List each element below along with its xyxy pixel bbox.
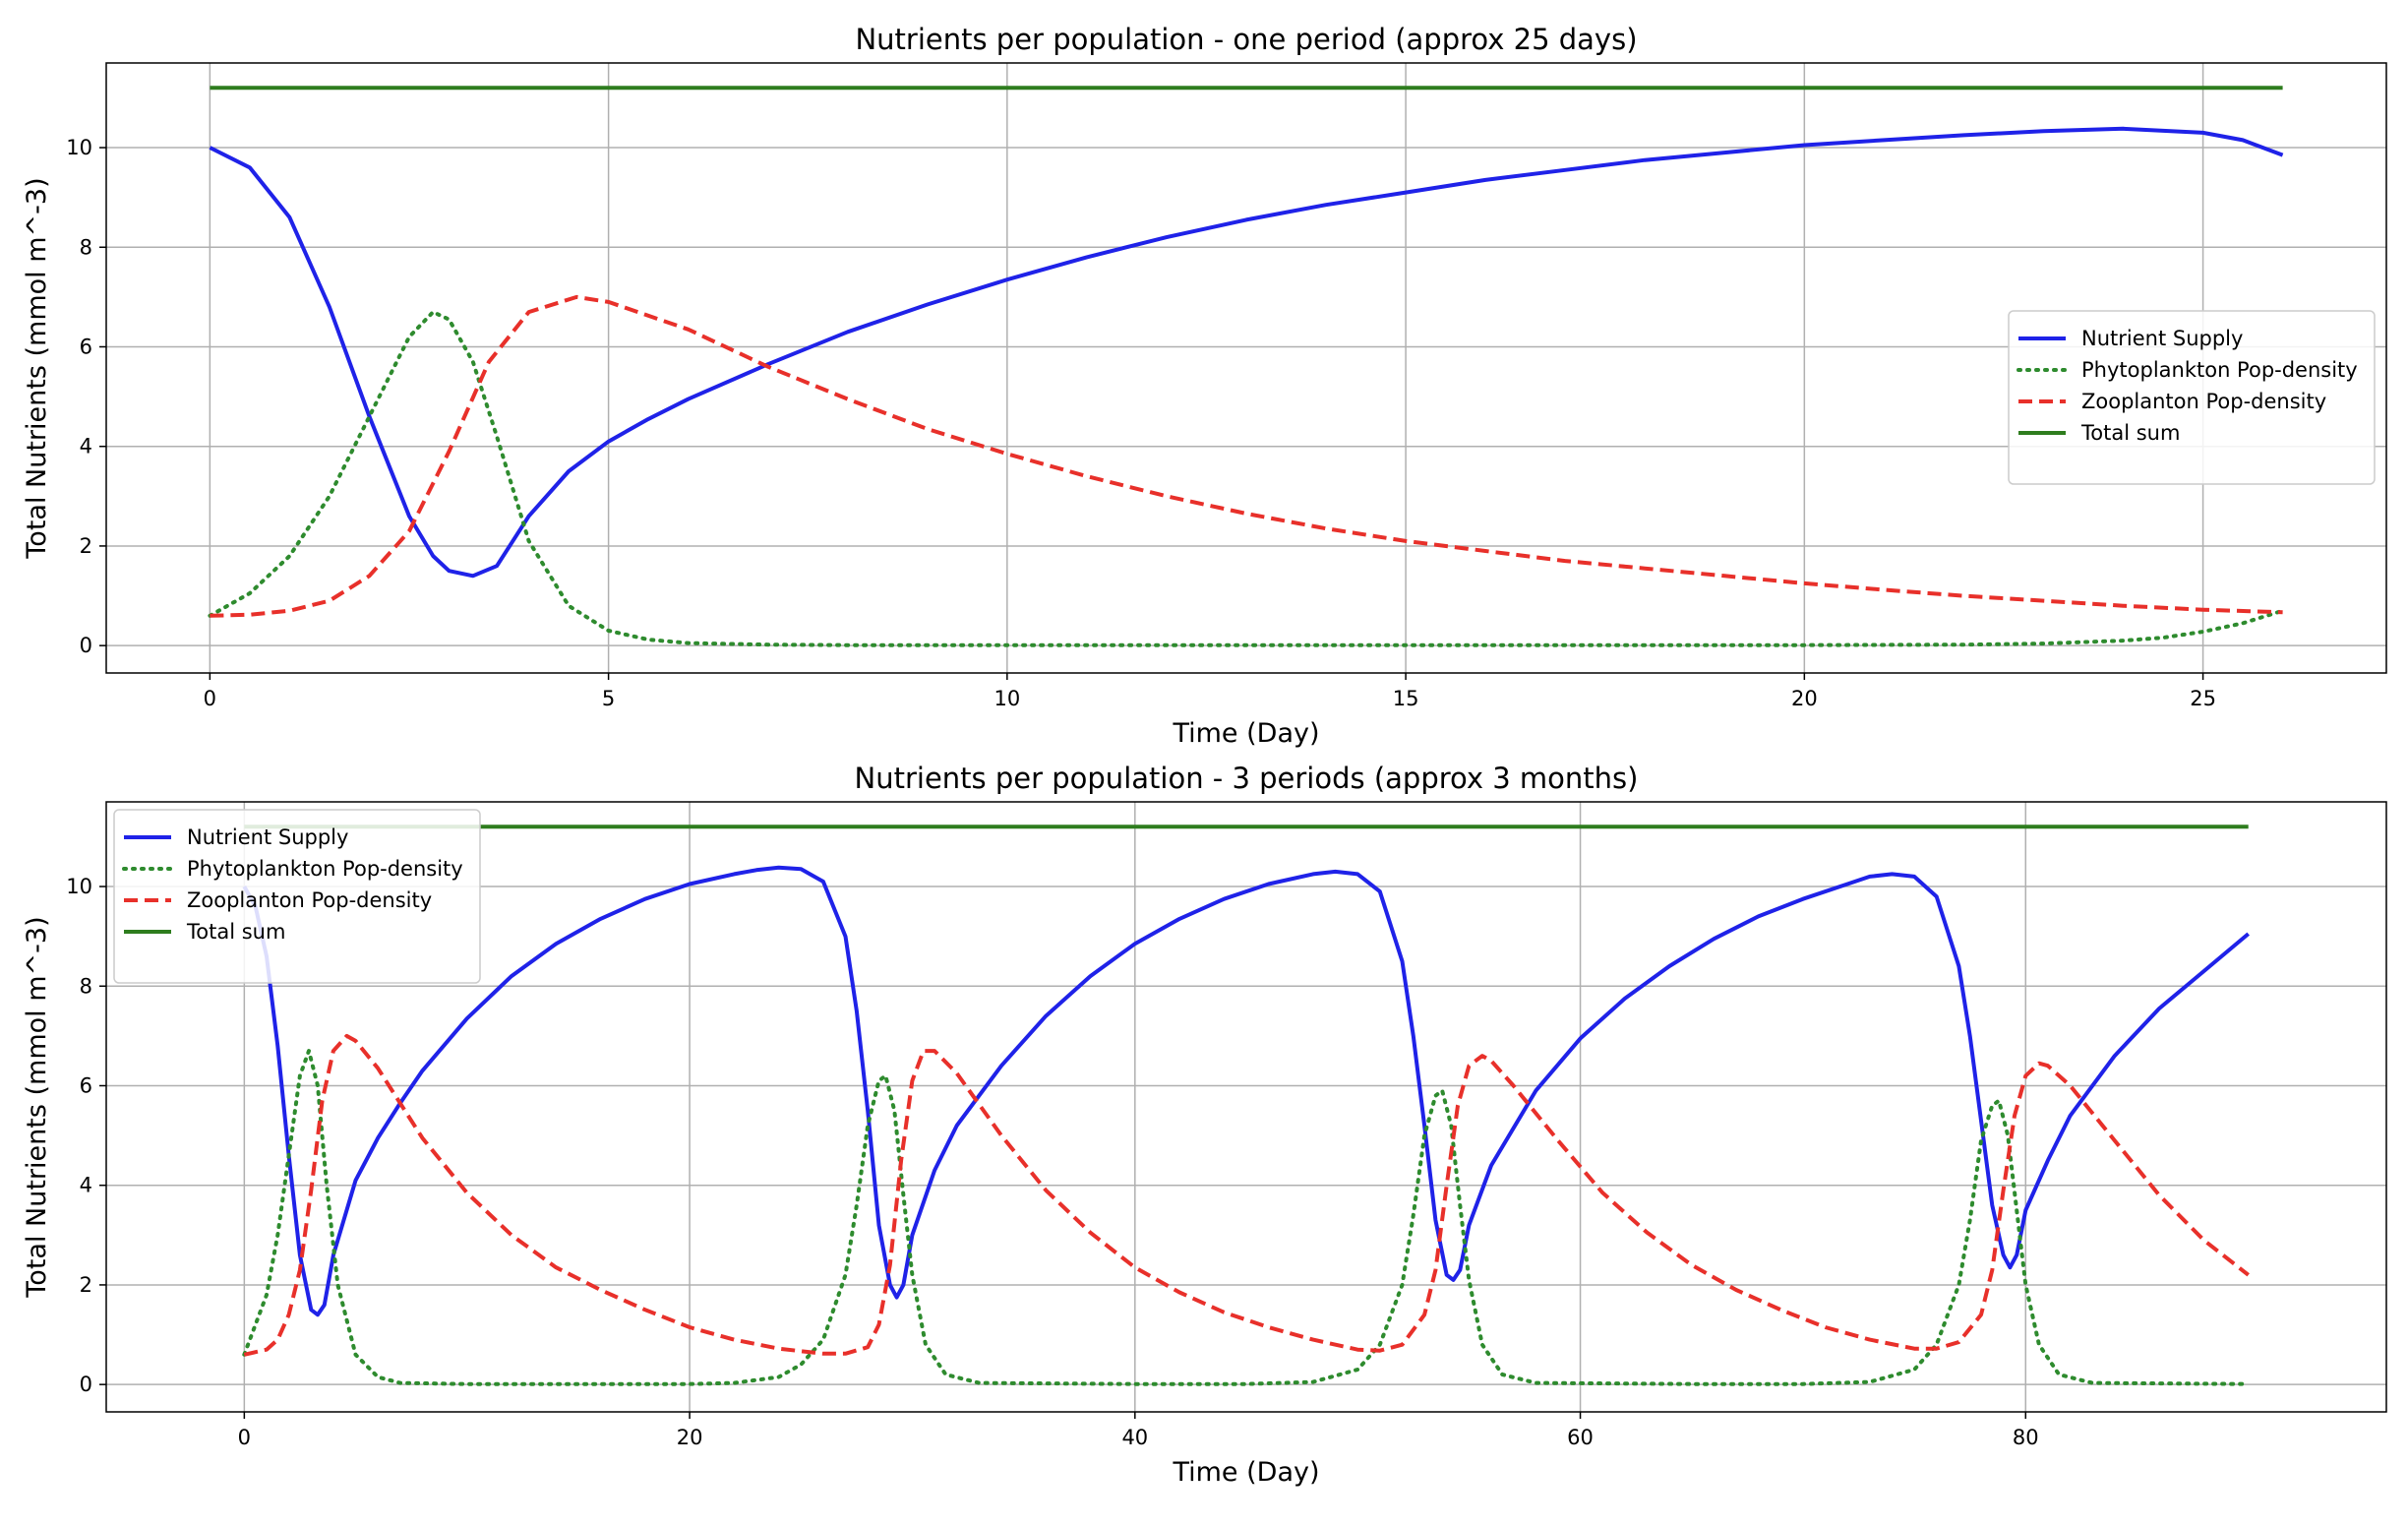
y-axis-label: Total Nutrients (mmol m^-3) [22, 916, 52, 1298]
x-tick-label: 25 [2190, 687, 2216, 710]
x-tick-label: 20 [677, 1426, 703, 1449]
plot-lines [242, 825, 2251, 1386]
y-tick-label: 8 [80, 974, 92, 998]
x-tick-label: 60 [1567, 1426, 1594, 1449]
legend-entry-label: Phytoplankton Pop-density [187, 857, 463, 881]
x-tick-label: 20 [1791, 687, 1818, 710]
plot-frame [105, 801, 2387, 1413]
x-tick-label: 15 [1393, 687, 1419, 710]
legend-entry-label: Nutrient Supply [2081, 327, 2243, 350]
legend-entry-label: Zooplanton Pop-density [2081, 390, 2326, 413]
x-axis-label: Time (Day) [1172, 1457, 1319, 1488]
series-line-2 [210, 294, 2283, 618]
legend-entry-label: Total sum [2080, 421, 2180, 445]
x-tick-label: 40 [1121, 1426, 1148, 1449]
plot-lines [208, 86, 2285, 647]
legend: Nutrient Supply Phytoplankton Pop-density… [2008, 310, 2376, 485]
legend-entry-label: Total sum [186, 920, 285, 944]
legend-entry-label: Zooplanton Pop-density [187, 888, 432, 912]
y-tick-label: 10 [66, 136, 92, 159]
chart-title: Nutrients per population - 3 periods (ap… [855, 762, 1639, 795]
y-tick-label: 4 [80, 1174, 92, 1197]
x-tick-label: 0 [238, 1426, 251, 1449]
x-tick-label: 10 [993, 687, 1020, 710]
series-line-2 [243, 1033, 2250, 1357]
x-tick-label: 80 [2013, 1426, 2039, 1449]
series-line-1 [242, 1049, 2251, 1386]
chart-one-period: 0 5 10 15 20 25 0 2 4 6 8 10 Nutrients per populatio… [22, 23, 2387, 749]
grid [106, 802, 2386, 1412]
x-tick-label: 5 [602, 687, 615, 710]
y-tick-label: 4 [80, 435, 92, 458]
series-line-0 [242, 865, 2250, 1317]
y-tick-label: 10 [66, 875, 92, 898]
legend-box [2008, 310, 2376, 485]
chart-title: Nutrients per population - one period (a… [855, 23, 1637, 56]
series-line-0 [209, 126, 2284, 579]
y-tick-label: 8 [80, 235, 92, 259]
legend-box [113, 809, 481, 984]
y-tick-label: 0 [80, 634, 92, 657]
y-tick-label: 2 [80, 534, 92, 558]
legend: Nutrient Supply Phytoplankton Pop-density… [113, 809, 481, 984]
y-axis-label: Total Nutrients (mmol m^-3) [22, 177, 52, 559]
y-tick-label: 6 [80, 1073, 92, 1097]
x-axis-label: Time (Day) [1172, 718, 1319, 749]
y-tick-label: 0 [80, 1373, 92, 1396]
x-tick-label: 0 [204, 687, 216, 710]
series-line-1 [208, 310, 2285, 647]
y-tick-label: 6 [80, 335, 92, 358]
chart-three-periods: 0 20 40 60 80 0 2 4 6 8 10 Nutrients per population… [22, 762, 2387, 1488]
plot-frame [105, 62, 2387, 674]
legend-entry-label: Nutrient Supply [187, 825, 348, 849]
y-tick-label: 2 [80, 1273, 92, 1297]
legend-entry-label: Phytoplankton Pop-density [2081, 358, 2358, 382]
